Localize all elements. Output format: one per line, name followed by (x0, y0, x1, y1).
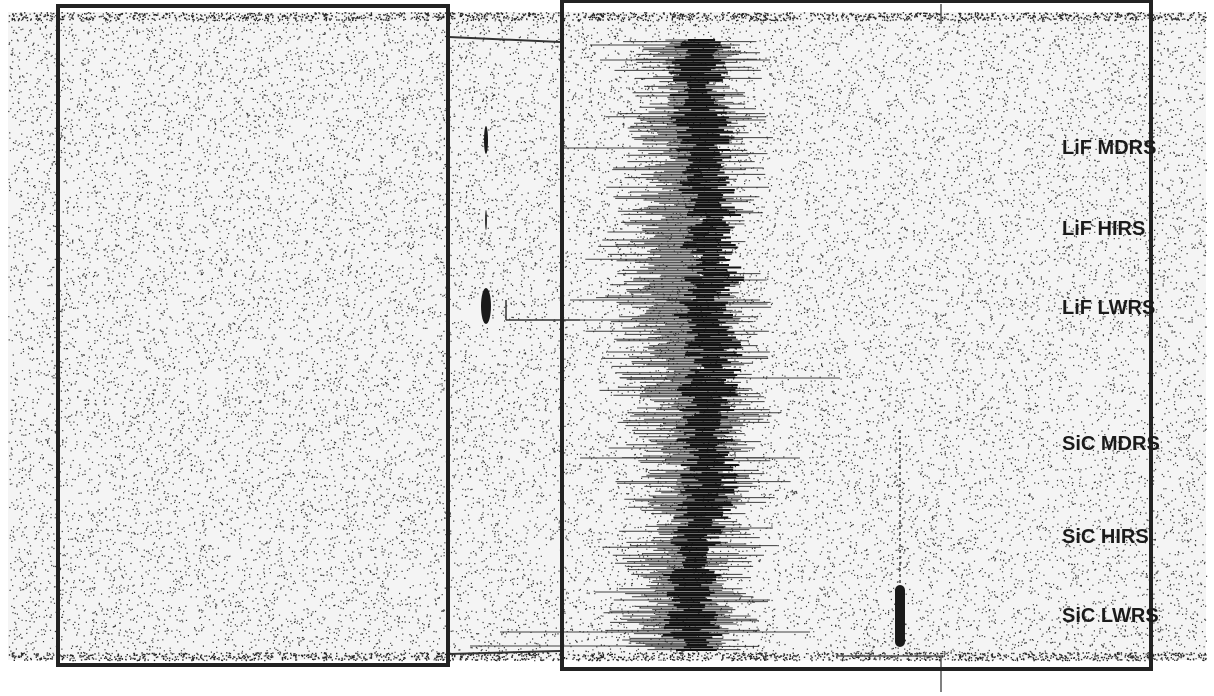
aperture-label-lif-hirs: LiF HIRS (1062, 218, 1146, 240)
lif-hirs-aperture-spot (485, 210, 487, 230)
bottom-connector-line (448, 650, 561, 655)
aperture-label-lif-lwrs: LiF LWRS (1062, 297, 1156, 319)
right-detector-frame (560, 0, 1153, 671)
lif-lwrs-aperture-spot (481, 288, 491, 324)
sic-lwrs-aperture-spot (895, 585, 905, 647)
detector-background (8, 12, 1206, 660)
aperture-label-sic-mdrs: SiC MDRS (1062, 433, 1160, 455)
aperture-label-sic-hirs: SiC HIRS (1062, 526, 1149, 548)
detector-marks (448, 4, 942, 692)
lif-mdrs-aperture-spot (484, 126, 488, 154)
top-connector-line (448, 36, 561, 43)
aperture-label-lif-mdrs: LiF MDRS (1062, 137, 1157, 159)
aperture-label-sic-lwrs: SiC LWRS (1062, 605, 1159, 627)
left-detector-frame (56, 4, 450, 667)
spectral-streaks (470, 39, 840, 651)
spectrum-core-path (662, 39, 745, 651)
